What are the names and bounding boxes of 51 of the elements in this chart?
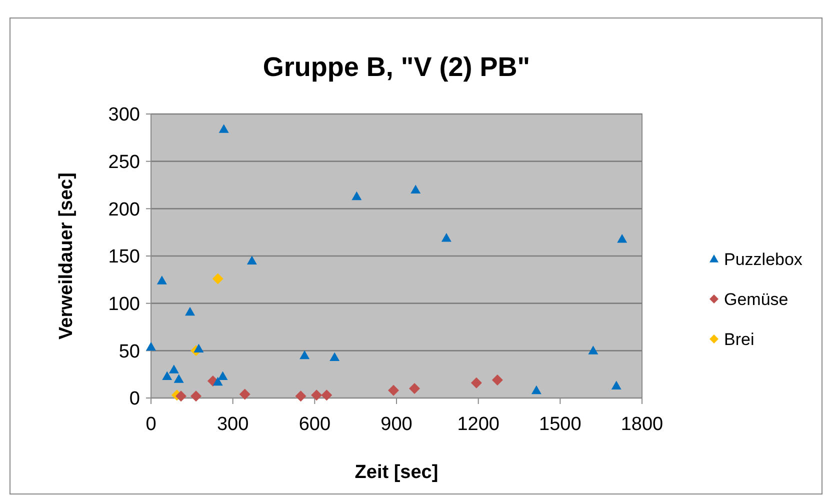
point (300, 350, 310, 360)
point (531, 385, 542, 394)
point (388, 384, 399, 396)
point (321, 390, 332, 401)
point (611, 380, 622, 390)
point (246, 256, 257, 264)
x-tick-label: 1200 (457, 414, 500, 435)
point (194, 344, 204, 353)
y-tick-label: 50 (118, 341, 140, 362)
point (409, 383, 420, 394)
x-tick-label: 600 (298, 414, 331, 435)
legend-label: Brei (724, 330, 754, 349)
point (190, 390, 202, 402)
legend-label: Puzzlebox (724, 250, 803, 269)
point (410, 184, 421, 194)
y-tick-label: 300 (108, 104, 140, 126)
point (441, 233, 452, 242)
point (162, 371, 172, 380)
point (156, 276, 167, 284)
point (239, 388, 250, 400)
x-tick-label: 0 (146, 414, 156, 435)
point (617, 234, 628, 243)
legend-label: Gemüse (724, 290, 788, 309)
x-tick-label: 1800 (620, 414, 664, 435)
x-tick-label: 300 (216, 414, 249, 435)
point (168, 364, 179, 374)
point (218, 371, 228, 380)
point (218, 124, 229, 133)
point (352, 191, 362, 200)
point (492, 374, 503, 386)
x-tick-label: 1500 (539, 414, 582, 435)
point (212, 376, 223, 386)
point (330, 352, 340, 362)
point (185, 306, 196, 316)
point (311, 390, 322, 401)
point (470, 377, 482, 388)
point (146, 342, 156, 351)
chart-title: Gruppe B, "V (2) PB" (262, 52, 530, 82)
y-tick-label: 150 (108, 246, 140, 268)
y-tick-label: 200 (108, 199, 140, 220)
point (588, 346, 598, 354)
x-tick-label: 900 (380, 414, 412, 435)
point (295, 390, 306, 402)
y-tick-label: 250 (108, 152, 140, 173)
y-tick-label: 0 (129, 388, 140, 410)
point (176, 390, 187, 402)
y-axis-title: Verweildauer [sec] (56, 172, 77, 340)
point (212, 273, 224, 284)
y-tick-label: 100 (108, 294, 140, 315)
x-axis-title: Zeit [sec] (354, 462, 438, 483)
point (174, 374, 184, 383)
